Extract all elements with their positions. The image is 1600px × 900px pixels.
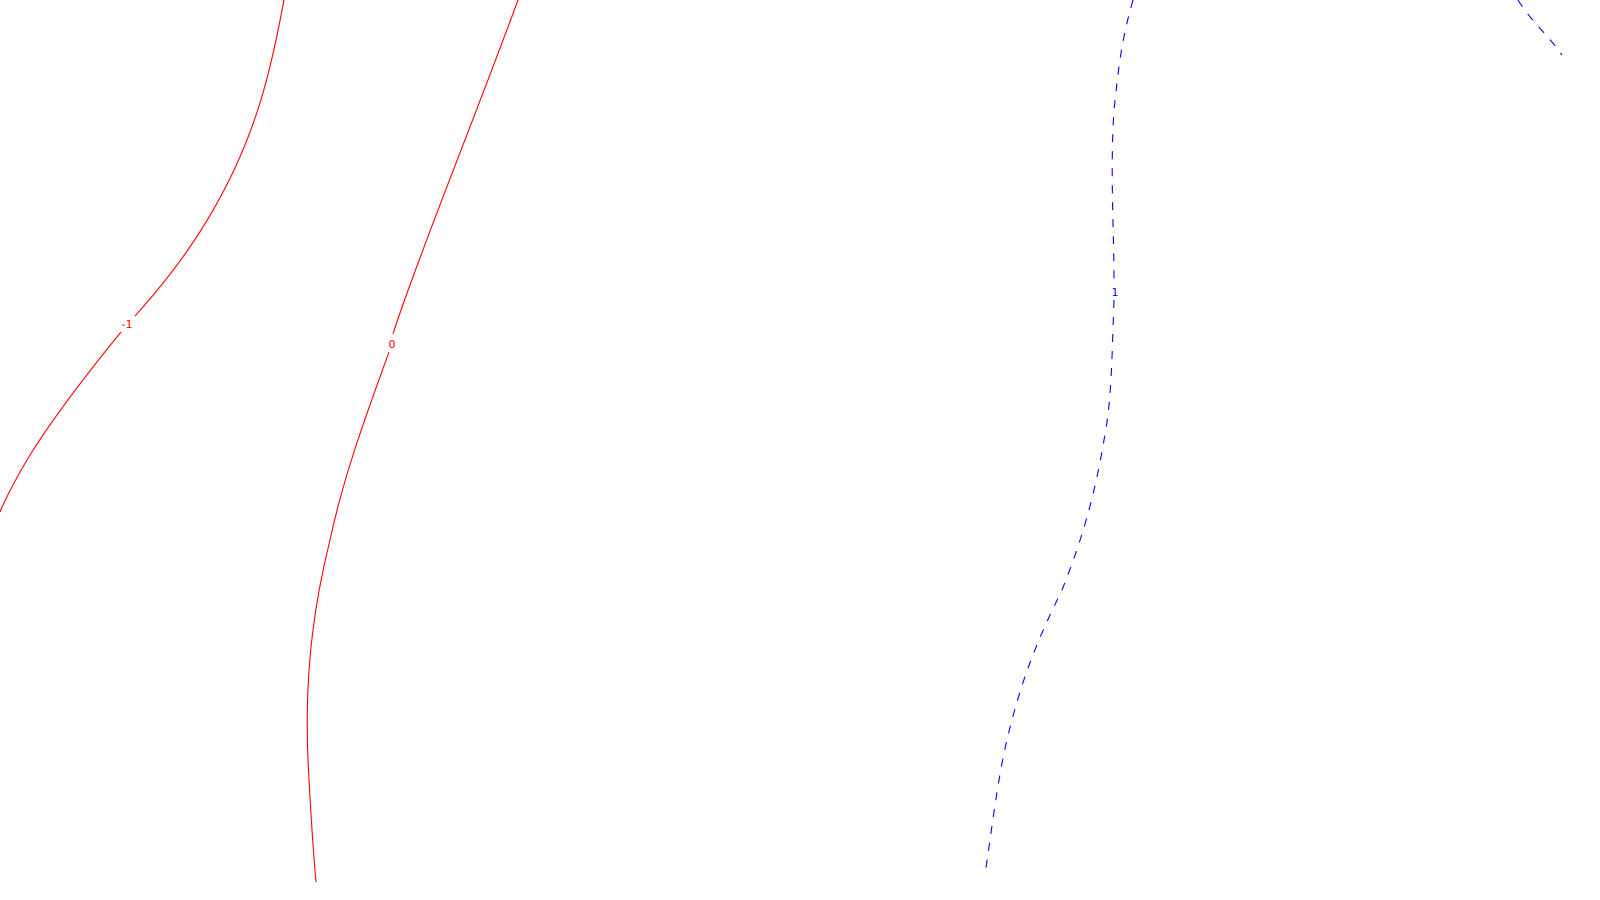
contour-label-1: 1 [1112, 286, 1119, 299]
contour-line-1-corner [1517, 0, 1563, 56]
contour-label-minus-1: -1 [122, 318, 133, 331]
contour-line-0: 0 [306, 0, 519, 883]
contour-line-1: 1 [984, 0, 1134, 875]
contour-label-0: 0 [389, 338, 396, 351]
contour-line-minus-1: -1 [0, 0, 285, 513]
